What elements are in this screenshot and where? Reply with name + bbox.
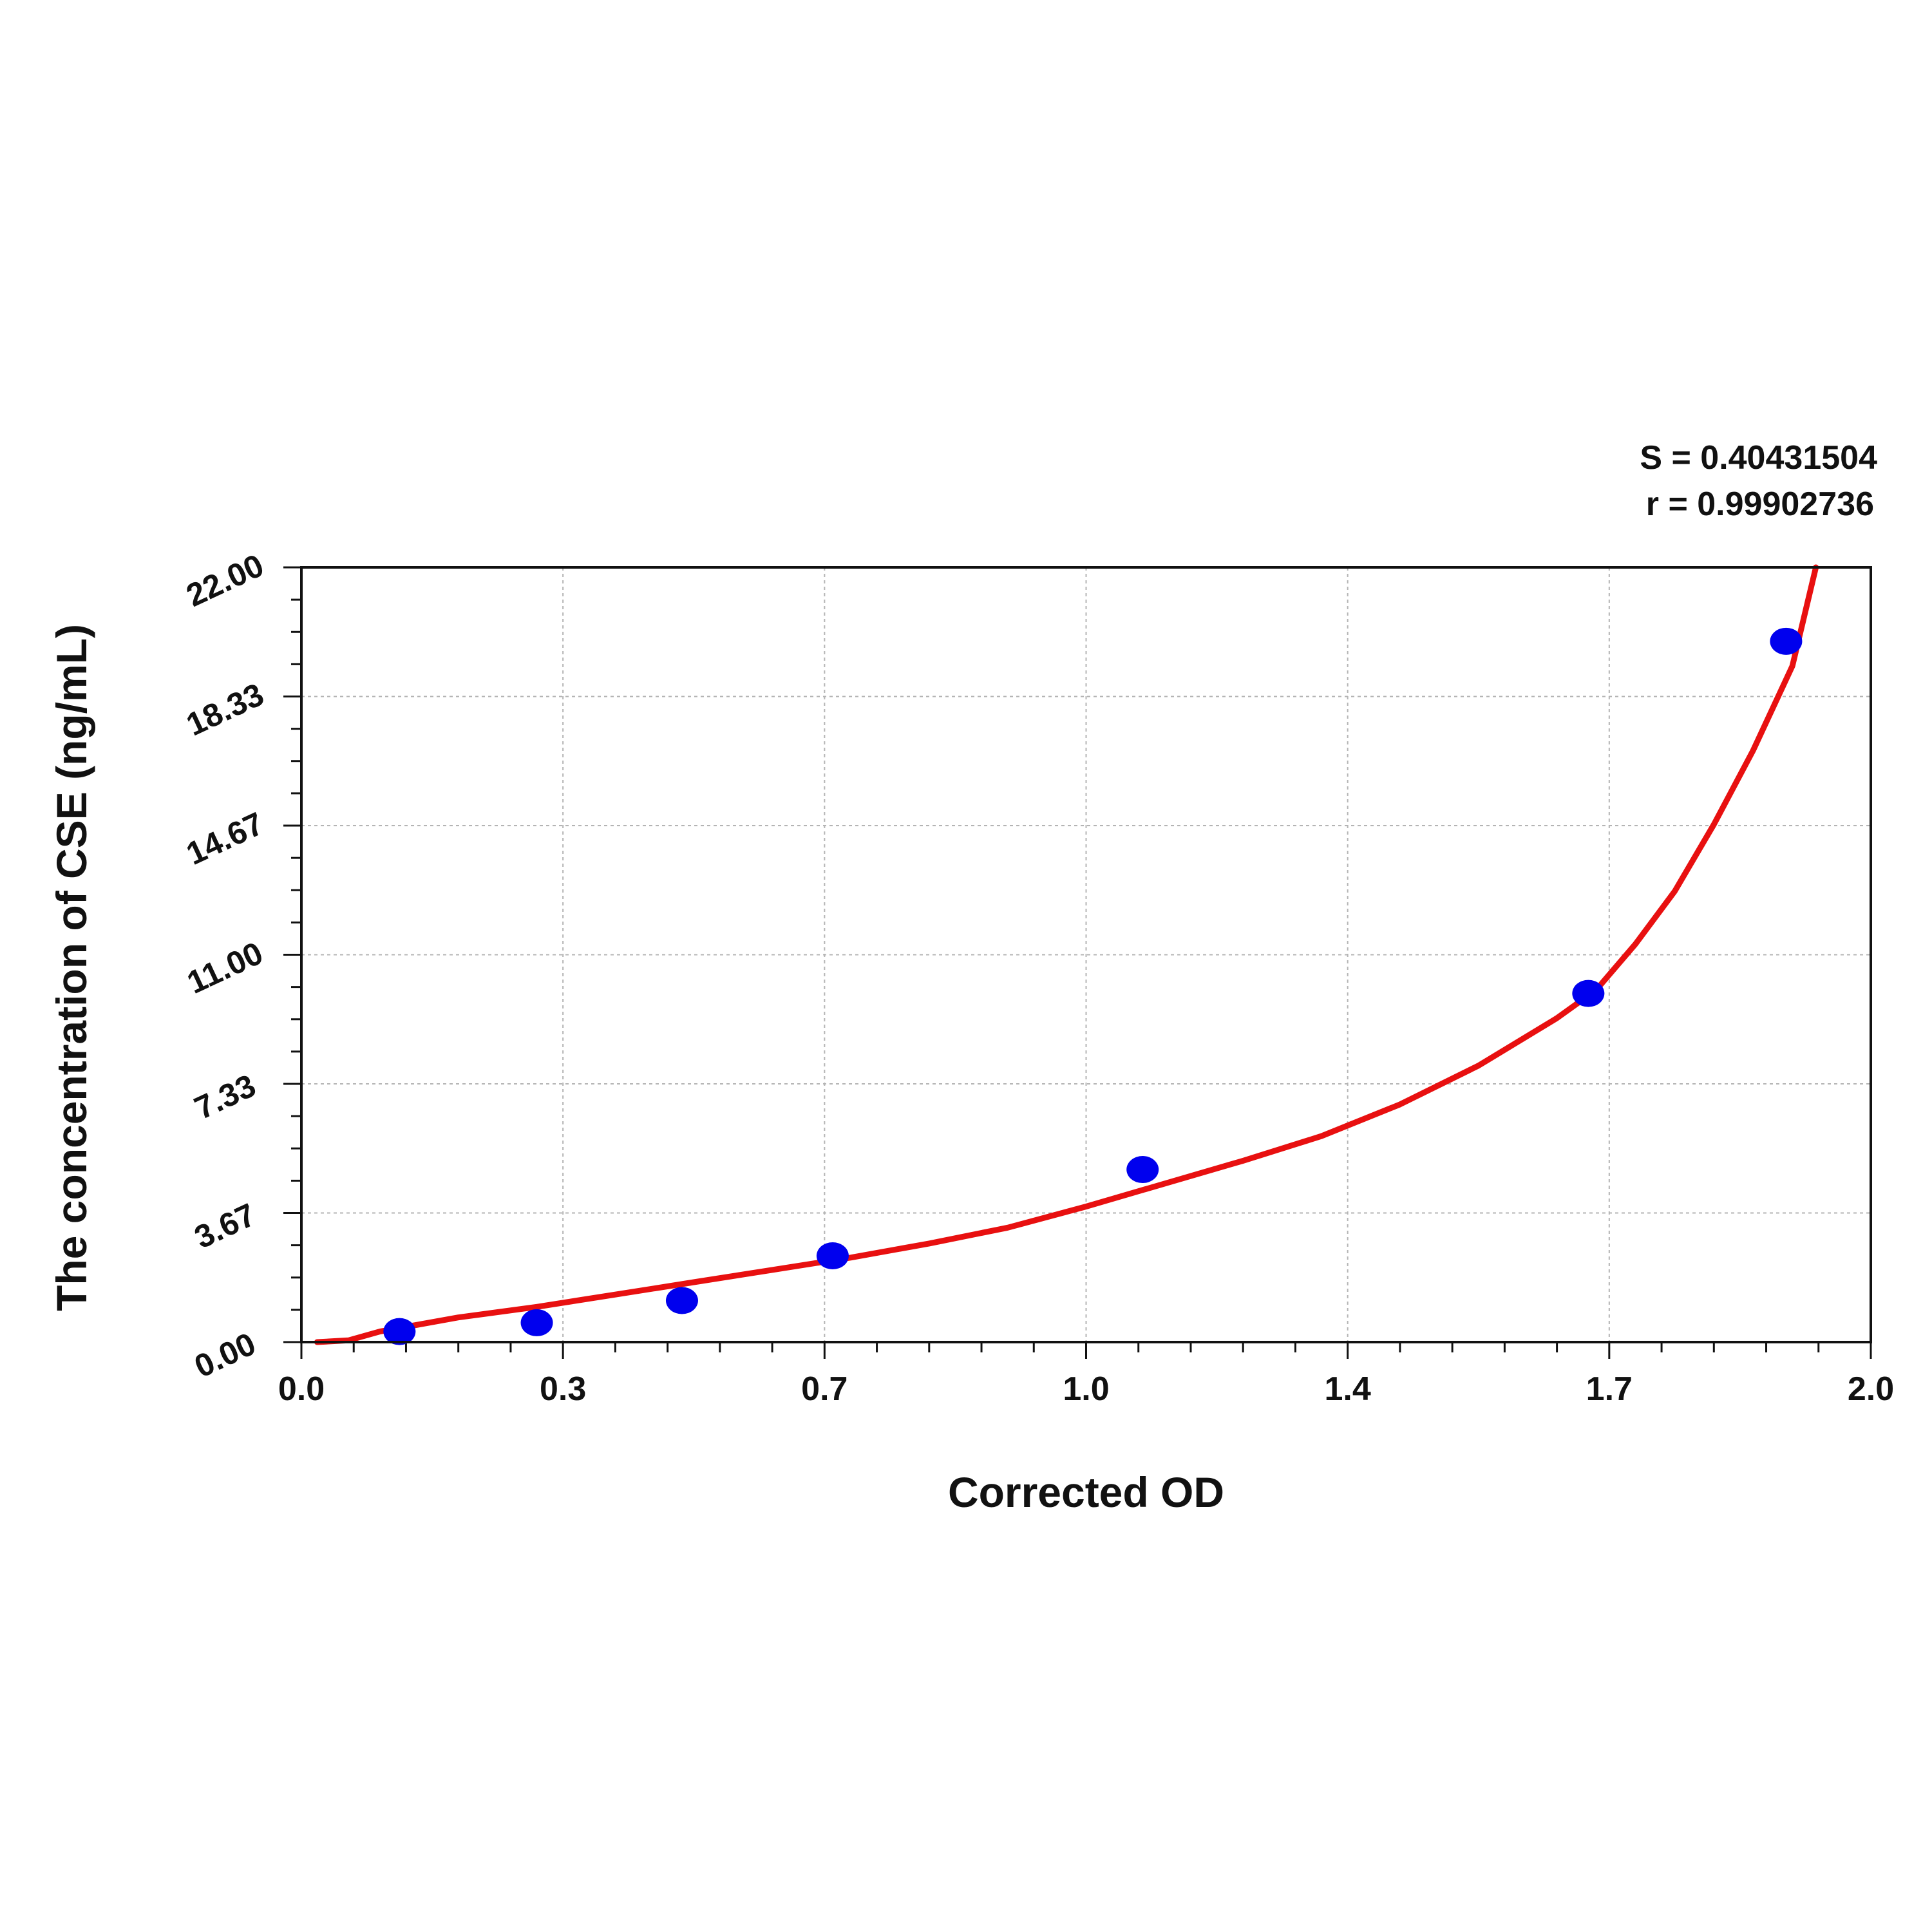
x-tick-label: 0.3 xyxy=(540,1370,586,1408)
y-axis-title: The concentration of CSE (ng/mL) xyxy=(48,624,95,1311)
x-tick-label: 1.7 xyxy=(1586,1370,1633,1408)
grid-lines xyxy=(301,567,1871,1342)
x-tick-label: 1.0 xyxy=(1063,1370,1109,1408)
x-tick-label: 2.0 xyxy=(1848,1370,1894,1408)
y-tick-label: 3.67 xyxy=(189,1197,261,1256)
plot-frame xyxy=(300,566,1872,1343)
data-point xyxy=(383,1318,416,1345)
x-tick-label: 1.4 xyxy=(1325,1370,1371,1408)
data-point xyxy=(816,1242,849,1270)
x-tick-labels: 0.0 0.3 0.7 1.0 1.4 1.7 2.0 xyxy=(278,1370,1894,1408)
y-tick-label: 18.33 xyxy=(181,676,269,743)
x-tick-label: 0.7 xyxy=(801,1370,848,1408)
data-point xyxy=(665,1287,698,1314)
fit-curve-line xyxy=(314,564,1819,1345)
stat-s-value: S = 0.40431504 xyxy=(1640,439,1877,477)
y-tick-label: 22.00 xyxy=(181,547,269,614)
data-point xyxy=(1126,1156,1159,1184)
data-point xyxy=(1572,980,1605,1007)
points-layer xyxy=(383,627,1803,1345)
y-tick-labels: 0.00 3.67 7.33 11.00 14.67 18.33 22.00 xyxy=(181,547,269,1385)
fit-layer xyxy=(314,564,1819,1345)
data-point xyxy=(520,1309,553,1336)
y-tick-label: 0.00 xyxy=(189,1325,261,1385)
y-tick-label: 11.00 xyxy=(182,934,269,1000)
data-point xyxy=(1770,627,1803,655)
x-tick-label: 0.0 xyxy=(278,1370,325,1408)
minor-ticks xyxy=(283,566,1872,1359)
x-axis-title: Corrected OD xyxy=(948,1468,1224,1516)
y-tick-label: 7.33 xyxy=(189,1067,261,1126)
y-tick-label: 14.67 xyxy=(181,805,269,872)
stat-r-value: r = 0.99902736 xyxy=(1646,486,1874,523)
